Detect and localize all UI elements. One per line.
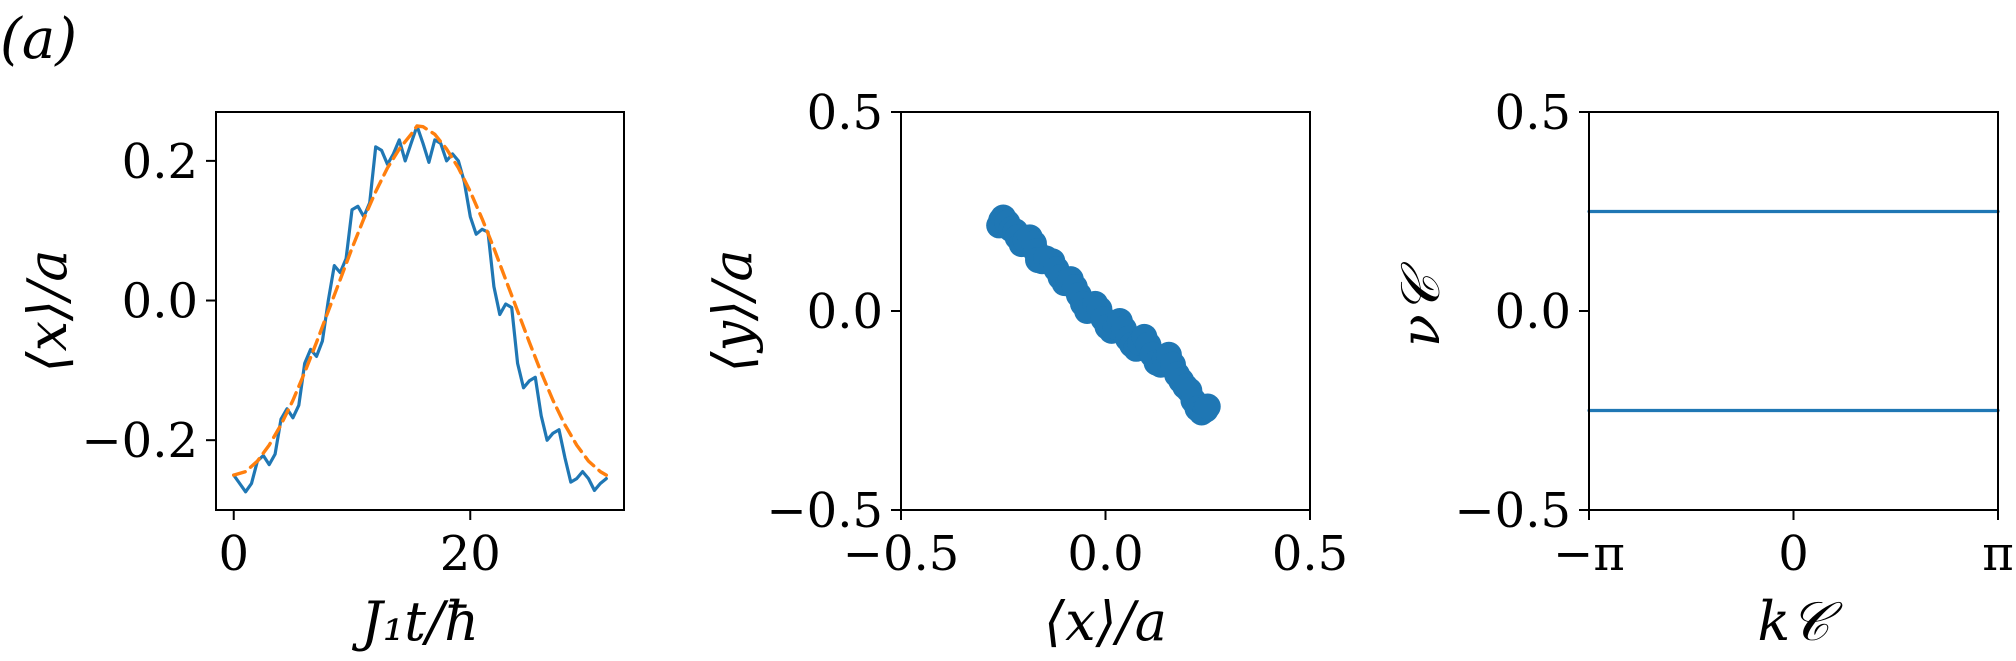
panel-label: (a) bbox=[0, 7, 77, 72]
series-line-0 bbox=[234, 126, 607, 492]
y-tick-label: 0.2 bbox=[122, 134, 198, 190]
x-axis-label: k𝒞 bbox=[1757, 590, 1843, 653]
y-tick-label: −0.5 bbox=[1454, 483, 1571, 539]
x-tick-label: 0 bbox=[1778, 526, 1809, 582]
y-axis-label: ⟨y⟩/a bbox=[701, 249, 764, 372]
y-tick-label: 0.5 bbox=[1495, 85, 1571, 141]
x-axis-label: ⟨x⟩/a bbox=[1044, 590, 1167, 653]
y-tick-label: 0.0 bbox=[122, 274, 198, 330]
axes-frame bbox=[1589, 112, 1998, 510]
scatter-series bbox=[986, 204, 1221, 425]
x-tick-label: 0.5 bbox=[1272, 526, 1348, 582]
panel-trajectory: −0.5 0.0 0.5−0.50.00.5⟨x⟩/a⟨y⟩/a bbox=[701, 85, 1348, 653]
x-tick-label: 20 bbox=[440, 526, 501, 582]
x-axis-label: J₁t/ħ bbox=[351, 590, 479, 653]
y-tick-label: 0.0 bbox=[1495, 284, 1571, 340]
dashed-series-line-1 bbox=[234, 126, 607, 475]
y-tick-label: 0.0 bbox=[807, 284, 883, 340]
x-tick-label: 0.0 bbox=[1067, 526, 1143, 582]
y-tick-label: 0.5 bbox=[807, 85, 883, 141]
y-axis-label: ν𝒞 bbox=[1389, 261, 1452, 347]
y-tick-label: −0.5 bbox=[766, 483, 883, 539]
panel-time-evolution: 0 20 −0.2 0.0 0.2 J₁t/ħ ⟨x⟩/a bbox=[16, 112, 624, 653]
y-tick-label: −0.2 bbox=[81, 413, 198, 469]
scatter-point bbox=[1195, 394, 1221, 420]
y-axis-label: ⟨x⟩/a bbox=[16, 250, 79, 373]
x-tick-label: π bbox=[1982, 526, 2014, 582]
x-tick-label: 0 bbox=[218, 526, 249, 582]
